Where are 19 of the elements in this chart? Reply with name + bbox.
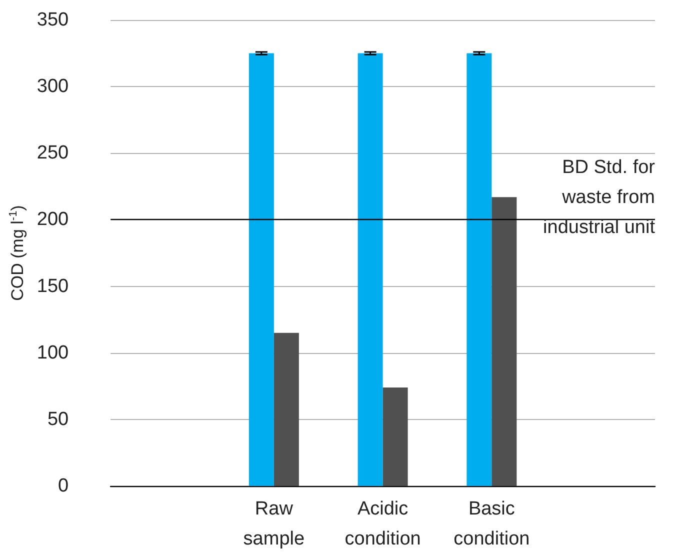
x-tick-label: Basic condition xyxy=(454,498,530,550)
y-tick-label: 0 xyxy=(58,476,69,496)
y-tick-label: 100 xyxy=(36,342,69,364)
bar xyxy=(466,53,492,486)
y-axis-title: COD (mg l-1) xyxy=(8,205,27,301)
ref-line-label: BD Std. for waste from industrial unit xyxy=(543,157,656,238)
y-tick-label: 250 xyxy=(36,142,69,164)
bar xyxy=(358,53,383,486)
y-tick-label: 300 xyxy=(36,76,69,98)
y-tick-label: 50 xyxy=(47,408,69,430)
x-tick-label: Raw sample xyxy=(243,498,305,550)
y-tick-label: 200 xyxy=(36,209,69,230)
y-tick-label: 350 xyxy=(36,10,69,30)
y-tick-label: 150 xyxy=(36,276,69,297)
bar xyxy=(382,387,408,486)
bar xyxy=(492,197,517,486)
bar xyxy=(248,53,274,486)
bar xyxy=(274,332,299,486)
x-tick-label: Acidic condition xyxy=(344,498,421,550)
